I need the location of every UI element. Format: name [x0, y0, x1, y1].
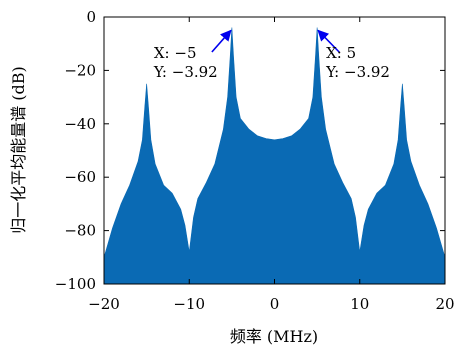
annotation-y-label: Y: −3.92	[325, 63, 390, 81]
annotation-arrow	[317, 29, 340, 53]
x-axis: −20 −10 0 10 20	[88, 17, 455, 313]
annotation-x-label: X: −5	[154, 44, 197, 62]
y-tick-label: −20	[64, 61, 96, 79]
annotation-arrow	[211, 29, 232, 53]
x-tick-label: 10	[350, 295, 369, 313]
plot-area	[104, 27, 445, 284]
annotations: X: −5Y: −3.92X: 5Y: −3.92	[153, 29, 390, 81]
y-tick-label: 0	[86, 8, 96, 26]
x-tick-label: −20	[88, 295, 120, 313]
x-tick-label: −10	[173, 295, 205, 313]
y-tick-label: −60	[64, 168, 96, 186]
spectrum-area	[104, 27, 445, 284]
y-tick-label: −100	[55, 275, 96, 293]
x-tick-label: 20	[435, 295, 454, 313]
y-tick-label: −80	[64, 222, 96, 240]
y-axis: 0 −20 −40 −60 −80 −100	[55, 8, 445, 293]
y-axis-label: 归一化平均能量谱 (dB)	[9, 66, 28, 234]
annotation-y-label: Y: −3.92	[153, 63, 218, 81]
x-tick-label: 0	[270, 295, 280, 313]
y-tick-label: −40	[64, 115, 96, 133]
x-axis-label: 频率 (MHz)	[230, 327, 318, 346]
annotation-x-label: X: 5	[326, 44, 356, 62]
